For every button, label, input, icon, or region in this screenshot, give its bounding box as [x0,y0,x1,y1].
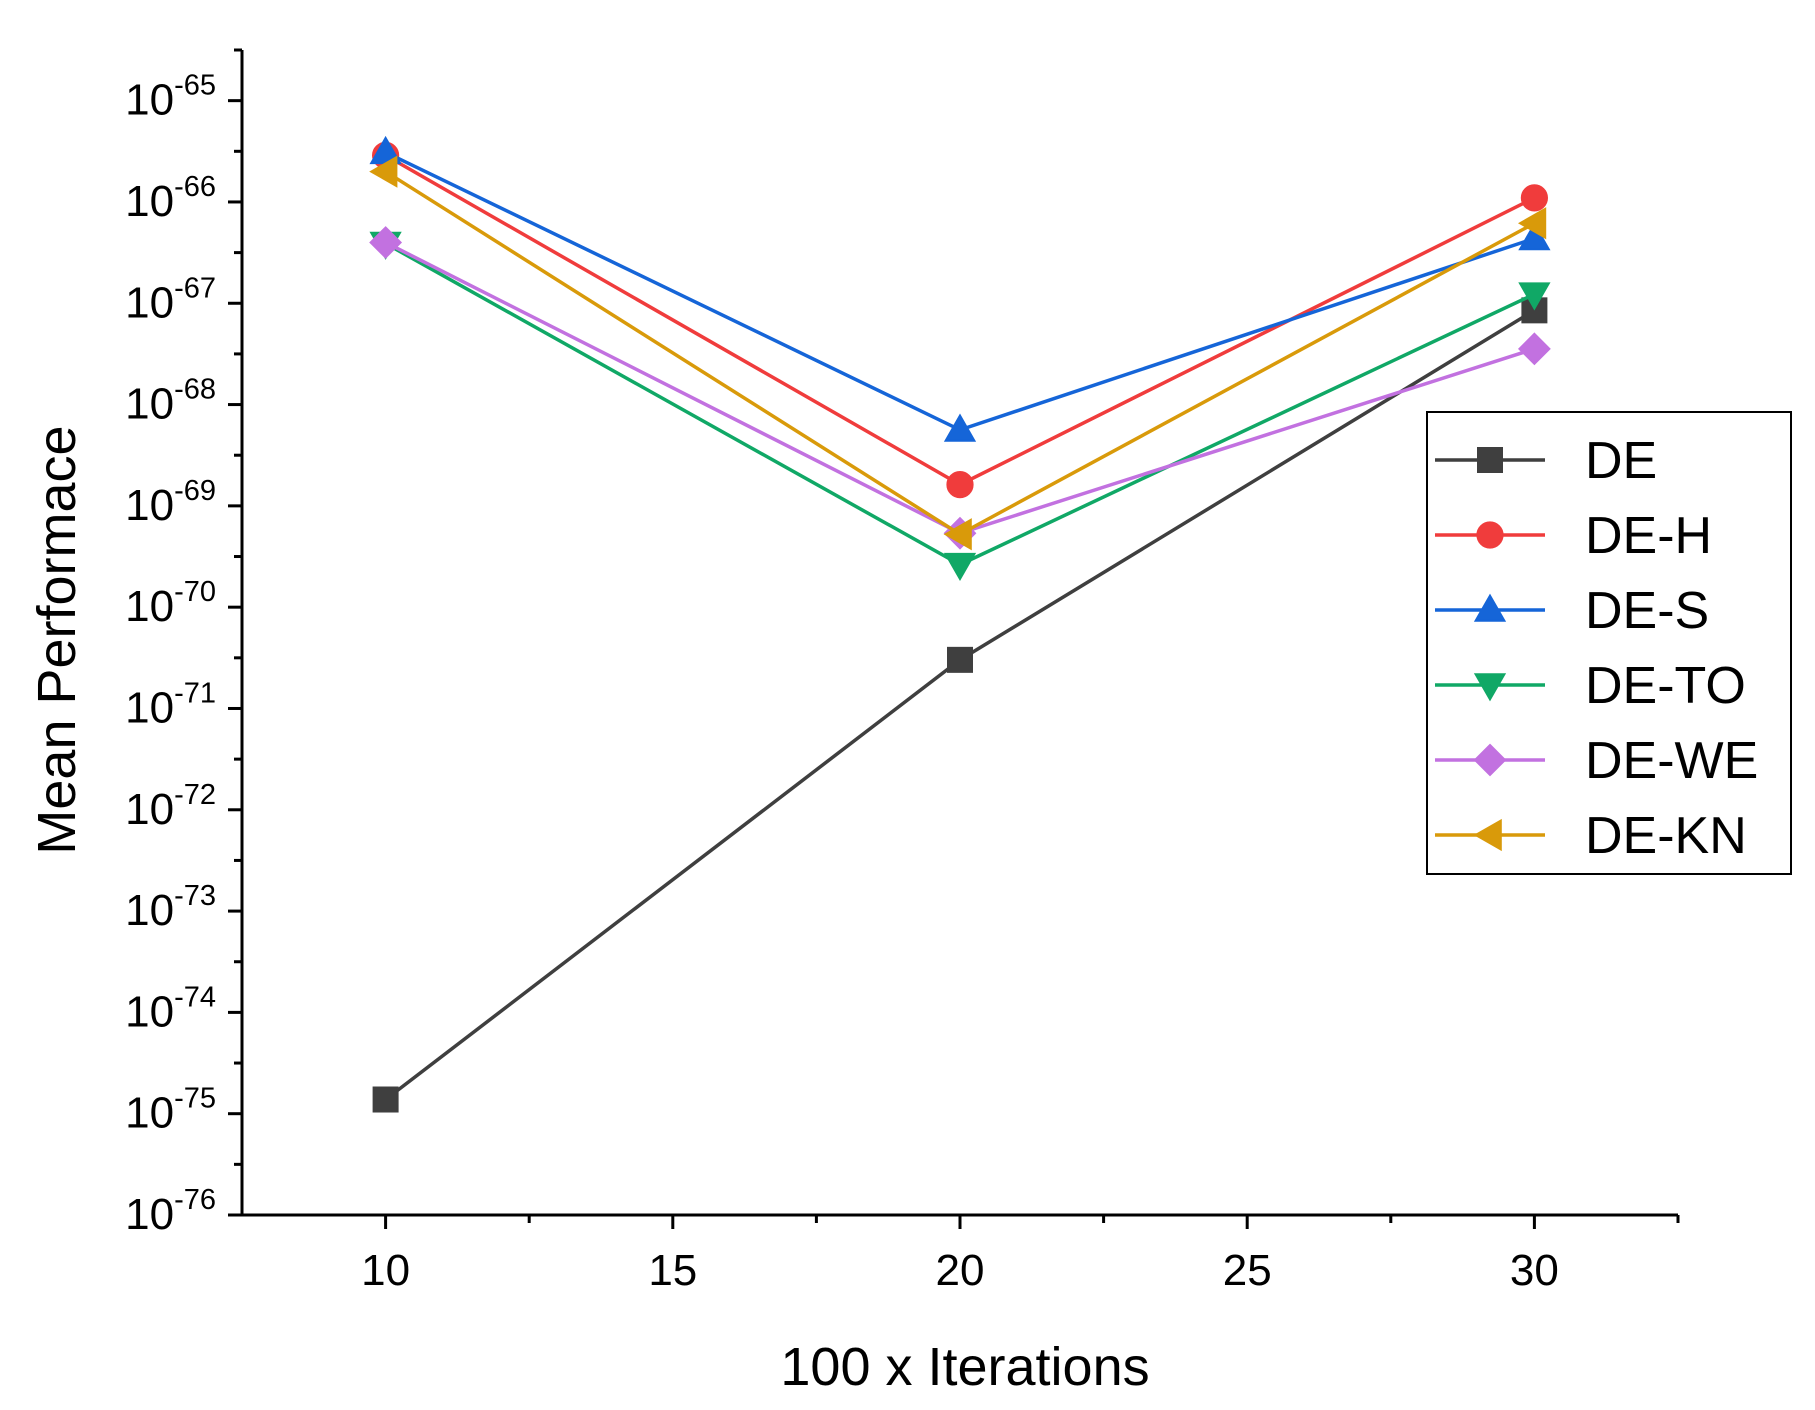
legend-marker [1473,818,1502,852]
legend-label: DE-KN [1585,807,1747,865]
x-tick-label: 30 [1510,1246,1559,1295]
data-point [947,646,973,673]
legend-label: DE-WE [1585,732,1758,790]
series-de-kn [369,155,1547,551]
y-tick-label: 10-76 [125,1184,216,1239]
legend-box [1426,411,1792,875]
data-point [1517,207,1547,240]
y-tick-label: 10-66 [125,171,216,226]
x-tick-label: 20 [936,1246,985,1295]
x-tick-label: 25 [1223,1246,1272,1295]
legend-marker [1473,673,1507,702]
legend-item: DE-H [1435,507,1712,565]
legend-marker [1473,743,1507,777]
y-axis-title: Mean Performace [27,425,87,854]
x-axis-title: 100 x Iterations [780,1337,1149,1397]
legend-marker [1476,521,1504,549]
legend-label: DE-S [1585,582,1709,640]
legend-marker [1473,593,1507,622]
legend-item: DE-WE [1435,732,1758,790]
data-point [1517,332,1551,366]
y-tick-label: 10-70 [125,576,216,631]
y-tick-label: 10-74 [125,981,216,1036]
y-tick-label: 10-68 [125,374,216,429]
y-tick-label: 10-69 [125,475,216,530]
y-tick-label: 10-73 [125,880,216,935]
data-point [372,1086,399,1113]
data-point [943,552,977,582]
y-tick-label: 10-75 [125,1083,216,1138]
data-point [946,470,974,499]
data-point [1520,184,1549,212]
data-point [369,155,398,188]
legend-item: DE [1435,432,1657,490]
data-point [369,226,403,259]
legend-label: DE-TO [1585,657,1746,715]
legend-item: DE-S [1435,582,1709,640]
legend: DE DE-H DE-S DE-TO DE-WE DE-KN [1426,411,1792,875]
y-tick-label: 10-72 [125,779,216,834]
series-de-h [372,141,1549,499]
x-tick-label: 15 [648,1246,697,1295]
legend-label: DE [1585,432,1657,490]
legend-label: DE-H [1585,507,1712,565]
x-tick-label: 10 [361,1246,410,1295]
legend-item: DE-KN [1435,807,1747,865]
legend-item: DE-TO [1435,657,1746,715]
data-point [943,413,977,442]
y-tick-label: 10-65 [125,70,216,125]
data-point [1518,282,1551,311]
y-tick-label: 10-67 [125,272,216,327]
series-de-s [369,135,1551,442]
data-point [943,518,972,551]
y-tick-label: 10-71 [125,677,216,732]
series-line [384,150,1535,432]
legend-marker [1477,447,1503,473]
plot-area [369,135,1551,1113]
axes: 10 15 20 25 30 10-65 10-66 10-67 10-68 10-69 10-70… [125,48,1680,1295]
